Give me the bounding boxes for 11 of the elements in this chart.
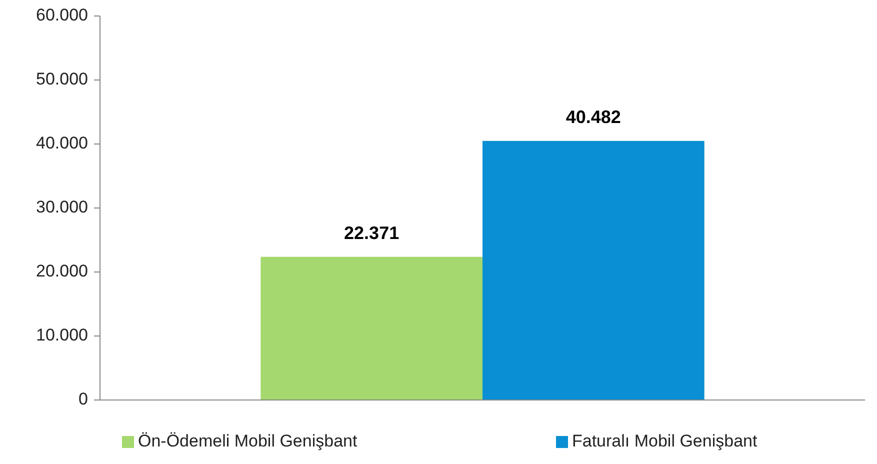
data-label: 40.482 — [566, 106, 621, 127]
y-tick-label: 30.000 — [36, 197, 88, 216]
y-tick-label: 40.000 — [36, 133, 88, 152]
y-tick-label: 60.000 — [36, 5, 88, 24]
legend-label: Ön-Ödemeli Mobil Genişbant — [138, 431, 358, 450]
y-tick-label: 0 — [78, 389, 88, 408]
y-tick-label: 50.000 — [36, 69, 88, 88]
data-label: 22.371 — [344, 222, 400, 243]
y-tick-label: 10.000 — [36, 325, 88, 344]
y-tick-label: 20.000 — [36, 261, 88, 280]
legend-label: Faturalı Mobil Genişbant — [572, 431, 758, 450]
